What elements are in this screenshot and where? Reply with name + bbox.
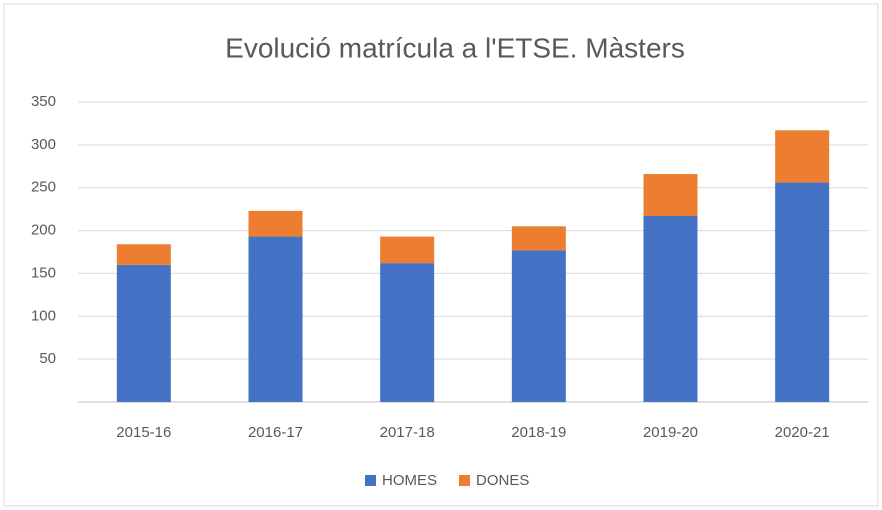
y-tick-label: 300 [31,136,56,153]
x-tick-label: 2016-17 [248,424,303,441]
bar [643,174,698,216]
bar [643,216,698,402]
x-tick-label: 2020-21 [775,424,830,441]
bar [248,210,303,237]
y-tick-label: 200 [31,222,56,239]
bar [511,226,566,251]
legend-swatch [365,475,376,486]
x-tick-label: 2018-19 [511,424,566,441]
x-tick-label: 2015-16 [116,424,171,441]
x-tick-label: 2017-18 [380,424,435,441]
y-tick-label: 250 [31,179,56,196]
y-tick-label: 100 [31,307,56,324]
bar [248,236,303,402]
legend-label: DONES [476,472,529,489]
bar [511,250,566,402]
legend-label: HOMES [382,472,437,489]
bar [380,263,435,402]
bar [116,244,171,265]
legend-swatch [459,475,471,486]
bar [775,130,830,183]
bar [116,264,171,402]
y-tick-label: 350 [31,93,56,110]
x-tick-label: 2019-20 [643,424,698,441]
chart-title: Evolució matrícula a l'ETSE. Màsters [225,32,685,63]
bar [380,236,435,264]
bar [775,182,830,402]
y-tick-label: 50 [39,350,56,367]
y-tick-label: 150 [31,264,56,281]
